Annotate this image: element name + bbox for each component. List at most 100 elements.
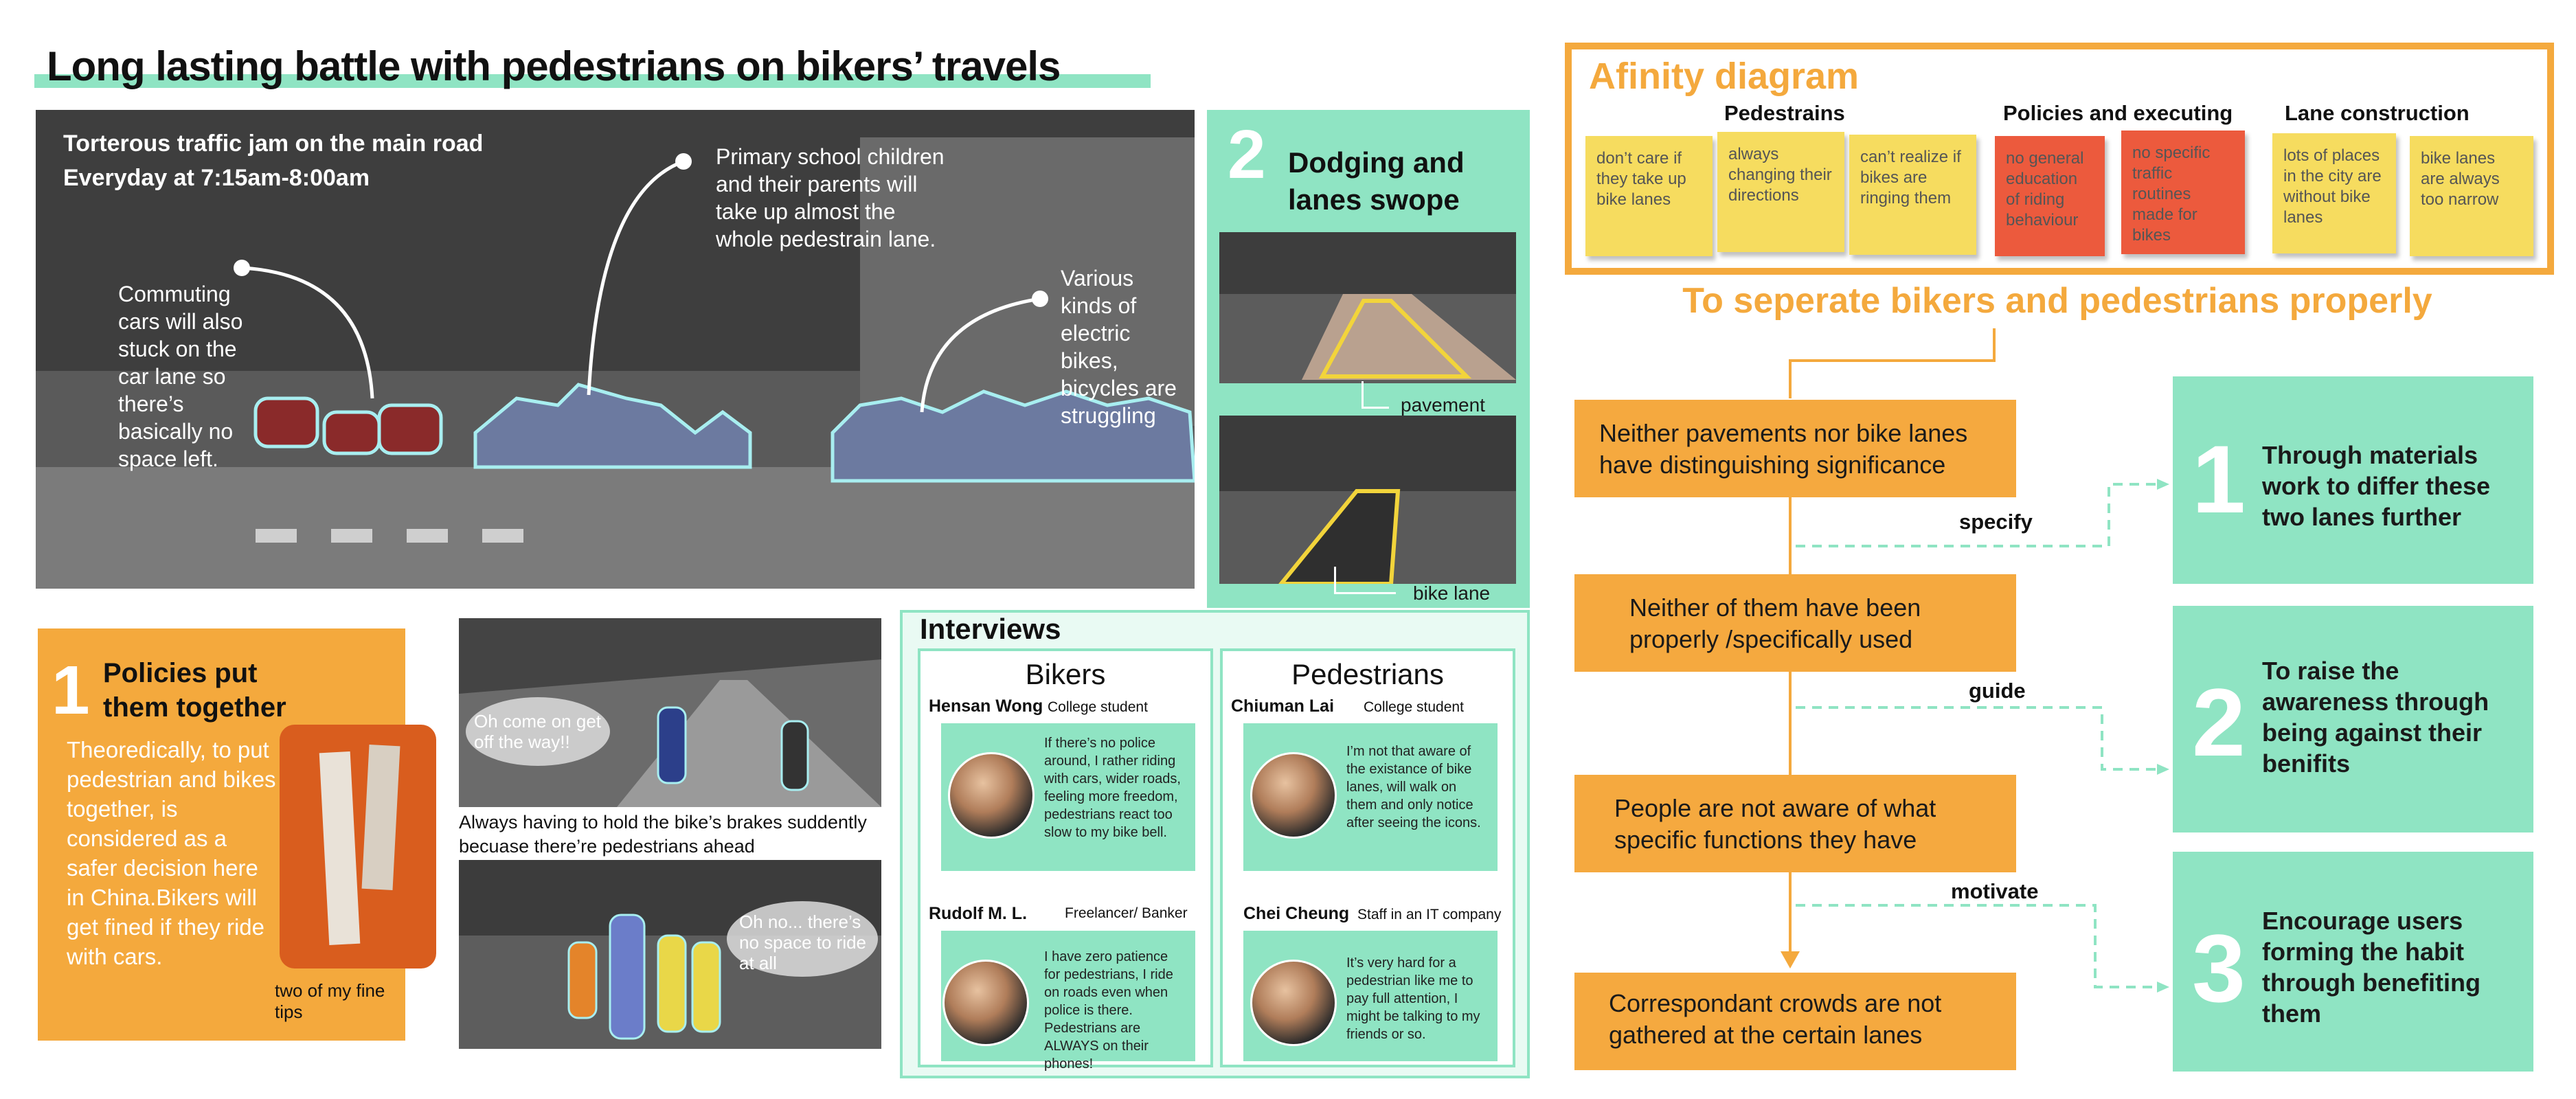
bubble-2-text: Oh no... there’s no space to ride at all xyxy=(739,911,867,973)
note-no-routines-text: no specific traffic routines made for bi… xyxy=(2132,144,2211,245)
fine-tips-photo xyxy=(280,725,436,968)
note-ringing: can’t realize if bikes are ringing them xyxy=(1849,135,1976,255)
solution-box-2: 2 To raise the awareness through being a… xyxy=(2173,606,2533,832)
affinity-title: Afinity diagram xyxy=(1589,56,1860,97)
solution-box-1: 1 Through materials work to differ these… xyxy=(2173,376,2533,584)
solution-text-1: Through materials work to differ these t… xyxy=(2262,441,2491,531)
note-no-routines: no specific traffic routines made for bi… xyxy=(2121,131,2245,254)
brakes-caption: Always having to hold the bike’s brakes … xyxy=(459,812,867,857)
solution-number-1: 1 xyxy=(2192,425,2246,533)
note-too-narrow-text: bike lanes are always too narrow xyxy=(2421,149,2500,209)
ped1-quote: I’m not that aware of the existance of b… xyxy=(1346,744,1481,830)
pavement-pointer xyxy=(1362,381,1364,409)
ped2-role: Staff in an IT company xyxy=(1357,907,1502,922)
note-children: Primary school children and their parent… xyxy=(716,144,945,251)
biker2-avatar xyxy=(942,960,1029,1046)
ped2-quote: It’s very hard for a pedestrian like me … xyxy=(1346,955,1480,1042)
biker1-card: If there’s no police around, I rather ri… xyxy=(941,723,1195,871)
problem-box-1: Neither pavements nor bike lanes have di… xyxy=(1574,400,2016,497)
note-ringing-text: can’t realize if bikes are ringing them xyxy=(1860,148,1961,207)
jam-caption-line1: Torterous traffic jam on the main road xyxy=(63,131,484,157)
bubble-2 xyxy=(727,901,878,977)
affinity-panel: Afinity diagram Pedestrains Policies and… xyxy=(1565,43,2554,275)
verb-guide: guide xyxy=(1969,679,2026,703)
note-without-lanes: lots of places in the city are without b… xyxy=(2272,133,2396,253)
ped1-card: I’m not that aware of the existance of b… xyxy=(1243,723,1498,871)
problem-text-4: Correspondant crowds are not gathered at… xyxy=(1609,989,1942,1049)
ped1-avatar xyxy=(1250,752,1337,839)
interviews-panel: Interviews Bikers Hensan Wong College st… xyxy=(900,610,1530,1078)
note-changing: always changing their directions xyxy=(1717,132,1844,252)
bikelane-pointer-h xyxy=(1334,592,1396,594)
bikers-heading: Bikers xyxy=(1025,658,1106,690)
pedestrians-column: Pedestrians Chiuman Lai College student … xyxy=(1220,648,1515,1067)
problem-text-3: People are not aware of what specific fu… xyxy=(1614,794,1936,854)
brakes-photo-2: Oh no... there’s no space to ride at all xyxy=(459,860,881,1049)
flow-heading: To seperate bikers and pedestrians prope… xyxy=(1682,281,2432,321)
bikelane-scene xyxy=(1219,416,1516,584)
ped2-avatar xyxy=(1250,960,1337,1046)
walkway-scene xyxy=(459,618,881,807)
policies-panel: 1 Policies put them together Theoredical… xyxy=(38,628,436,1041)
biker2-role: Freelancer/ Banker xyxy=(1065,905,1188,921)
pavement-pointer-h xyxy=(1362,407,1389,409)
solution-box-3: 3 Encourage users forming the habit thro… xyxy=(2173,852,2533,1072)
bikelane-pointer xyxy=(1334,567,1336,594)
group-label-policies: Policies and executing xyxy=(2003,101,2233,125)
group-label-lane: Lane construction xyxy=(2285,101,2470,125)
dodging-panel: 2 Dodging and lanes swope pavement bike … xyxy=(1207,110,1530,608)
note-changing-text: always changing their directions xyxy=(1728,145,1832,205)
brakes-photo-1: Oh come on get off the way!! xyxy=(459,618,881,807)
fine-ticket-1 xyxy=(319,751,361,945)
pavement-label: pavement xyxy=(1401,394,1485,416)
biker1-avatar xyxy=(948,752,1035,839)
title-underline xyxy=(34,74,1151,88)
problem-box-3: People are not aware of what specific fu… xyxy=(1574,775,2016,872)
bikelane-label: bike lane xyxy=(1413,582,1491,604)
page-title: Long lasting battle with pedestrians on … xyxy=(47,43,1061,89)
bikelane-photo xyxy=(1219,416,1516,584)
note-dont-care-text: don’t care if they take up bike lanes xyxy=(1596,149,1686,209)
solution-number-3: 3 xyxy=(2192,914,2246,1022)
ped1-name: Chiuman Lai xyxy=(1231,696,1335,716)
interviews-title: Interviews xyxy=(920,613,1061,645)
bikers-column: Bikers Hensan Wong College student If th… xyxy=(918,648,1213,1072)
biker2-card: I have zero patience for pedestrians, I … xyxy=(941,931,1195,1072)
verb-specify: specify xyxy=(1959,510,2033,534)
problem-box-4: Correspondant crowds are not gathered at… xyxy=(1574,973,2016,1070)
solution-number-2: 2 xyxy=(2192,668,2246,776)
fine-tips-caption: two of my fine tips xyxy=(275,980,385,1022)
pavement-photo xyxy=(1219,232,1516,383)
verb-motivate: motivate xyxy=(1951,879,2039,903)
policies-body: Theoredically, to put pedestrian and bik… xyxy=(67,737,276,969)
bubble-1-text: Oh come on get off the way!! xyxy=(474,711,601,752)
note-bikes: Various kinds of electric bikes, bicycle… xyxy=(1061,266,1177,428)
note-too-narrow: bike lanes are always too narrow xyxy=(2410,136,2533,256)
biker1-name: Hensan Wong xyxy=(929,696,1043,716)
traffic-jam-scene xyxy=(36,110,1195,589)
solution-text-3: Encourage users forming the habit throug… xyxy=(2262,907,2481,1028)
pedestrians-heading: Pedestrians xyxy=(1291,658,1444,690)
pavement-scene xyxy=(1219,232,1516,383)
policies-number: 1 xyxy=(52,652,90,729)
note-cars: Commuting cars will also stuck on the ca… xyxy=(118,282,243,471)
group-label-pedestrains: Pedestrains xyxy=(1724,101,1845,125)
problem-text-2: Neither of them have been properly /spec… xyxy=(1629,593,1921,653)
jam-caption-line2: Everyday at 7:15am-8:00am xyxy=(63,165,370,191)
problem-box-2: Neither of them have been properly /spec… xyxy=(1574,574,2016,672)
traffic-jam-photo: Torterous traffic jam on the main road E… xyxy=(36,110,1195,589)
ped2-card: It’s very hard for a pedestrian like me … xyxy=(1243,931,1498,1061)
note-without-lanes-text: lots of places in the city are without b… xyxy=(2283,146,2382,227)
biker2-name: Rudolf M. L. xyxy=(929,904,1028,923)
biker2-quote: I have zero patience for pedestrians, I … xyxy=(1044,949,1173,1072)
biker1-quote: If there’s no police around, I rather ri… xyxy=(1044,736,1181,840)
problem-text-1: Neither pavements nor bike lanes have di… xyxy=(1599,419,1968,479)
dodging-title: Dodging and lanes swope xyxy=(1288,146,1465,216)
dodging-number: 2 xyxy=(1228,116,1266,193)
note-dont-care: don’t care if they take up bike lanes xyxy=(1585,136,1713,256)
note-no-education: no general education of riding behaviour xyxy=(1995,136,2105,256)
note-no-education-text: no general education of riding behaviour xyxy=(2006,149,2084,229)
bubble-1 xyxy=(466,697,610,766)
ped2-name: Chei Cheung xyxy=(1243,904,1350,923)
fine-ticket-2 xyxy=(361,744,400,891)
